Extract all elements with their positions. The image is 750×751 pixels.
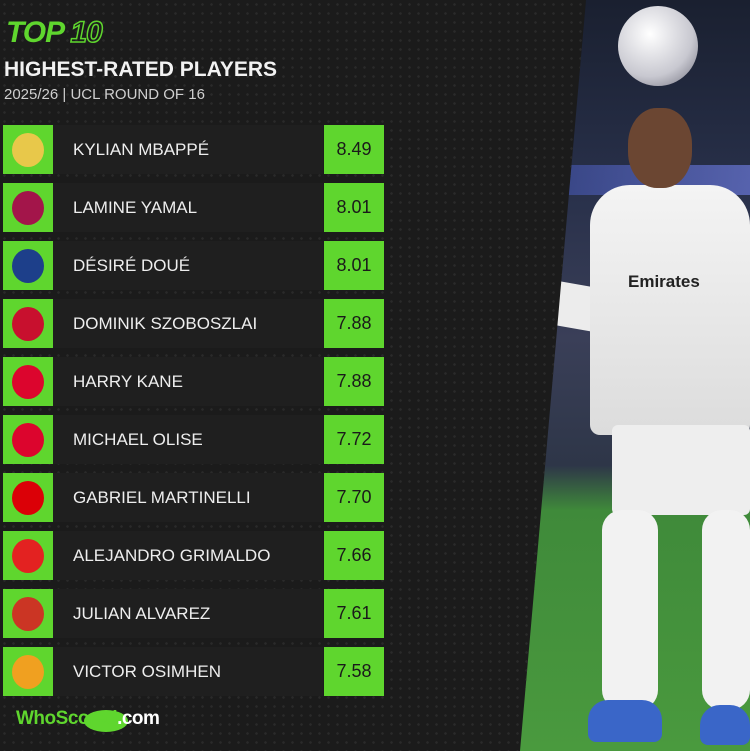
player-row: HARRY KANE 7.88 xyxy=(3,357,384,406)
player-head xyxy=(628,108,692,188)
shirt-sponsor: Emirates xyxy=(628,272,700,291)
player-name: HARRY KANE xyxy=(53,357,323,406)
page-subtitle: 2025/26 | UCL ROUND OF 16 xyxy=(4,86,205,103)
club-crest-icon xyxy=(12,132,44,167)
club-crest-icon xyxy=(12,306,44,341)
club-badge xyxy=(3,299,53,348)
club-crest-icon xyxy=(12,596,44,631)
player-rating: 8.49 xyxy=(324,125,384,174)
player-rating: 7.72 xyxy=(324,415,384,464)
club-badge xyxy=(3,473,53,522)
player-name: JULIAN ALVAREZ xyxy=(53,589,323,638)
player-name: DOMINIK SZOBOSZLAI xyxy=(53,299,323,348)
boot xyxy=(588,700,662,742)
whoscored-question-mark-logo xyxy=(84,710,128,732)
player-name: GABRIEL MARTINELLI xyxy=(53,473,323,522)
player-shorts xyxy=(612,425,750,515)
player-row: GABRIEL MARTINELLI 7.70 xyxy=(3,473,384,522)
logo-brand: WhoScored xyxy=(16,708,118,729)
player-row: JULIAN ALVAREZ 7.61 xyxy=(3,589,384,638)
club-badge xyxy=(3,183,53,232)
club-badge xyxy=(3,241,53,290)
player-shirt xyxy=(590,185,750,435)
club-badge xyxy=(3,589,53,638)
player-name: KYLIAN MBAPPÉ xyxy=(53,125,323,174)
player-rating: 7.58 xyxy=(324,647,384,696)
ten-text: 10 xyxy=(70,15,104,50)
football xyxy=(618,6,698,86)
player-row: VICTOR OSIMHEN 7.58 xyxy=(3,647,384,696)
club-crest-icon xyxy=(12,190,44,225)
club-crest-icon xyxy=(12,248,44,283)
top-10-heading: TOP 10 xyxy=(6,15,104,50)
player-row: DOMINIK SZOBOSZLAI 7.88 xyxy=(3,299,384,348)
player-rating: 7.88 xyxy=(324,299,384,348)
player-rating: 7.61 xyxy=(324,589,384,638)
club-crest-icon xyxy=(12,654,44,689)
player-name: ALEJANDRO GRIMALDO xyxy=(53,531,323,580)
player-rating: 7.70 xyxy=(324,473,384,522)
player-row: ALEJANDRO GRIMALDO 7.66 xyxy=(3,531,384,580)
club-crest-icon xyxy=(12,538,44,573)
player-name: LAMINE YAMAL xyxy=(53,183,323,232)
player-name: VICTOR OSIMHEN xyxy=(53,647,323,696)
club-badge xyxy=(3,357,53,406)
player-row: KYLIAN MBAPPÉ 8.49 xyxy=(3,125,384,174)
club-badge xyxy=(3,415,53,464)
club-badge xyxy=(3,125,53,174)
page-title: HIGHEST-RATED PLAYERS xyxy=(4,58,278,81)
player-rating: 8.01 xyxy=(324,241,384,290)
club-crest-icon xyxy=(12,422,44,457)
boot xyxy=(700,705,750,745)
player-name: DÉSIRÉ DOUÉ xyxy=(53,241,323,290)
player-leg xyxy=(702,510,750,710)
club-badge xyxy=(3,647,53,696)
player-row: LAMINE YAMAL 8.01 xyxy=(3,183,384,232)
player-row: MICHAEL OLISE 7.72 xyxy=(3,415,384,464)
player-rating: 7.88 xyxy=(324,357,384,406)
player-rating: 7.66 xyxy=(324,531,384,580)
club-badge xyxy=(3,531,53,580)
top-text: TOP xyxy=(6,16,64,49)
player-name: MICHAEL OLISE xyxy=(53,415,323,464)
club-crest-icon xyxy=(12,480,44,515)
logo-tld: .com xyxy=(117,708,160,729)
player-row: DÉSIRÉ DOUÉ 8.01 xyxy=(3,241,384,290)
player-rating: 8.01 xyxy=(324,183,384,232)
whoscored-logo: WhoScored.com xyxy=(16,708,160,730)
player-leg xyxy=(602,510,658,710)
club-crest-icon xyxy=(12,364,44,399)
